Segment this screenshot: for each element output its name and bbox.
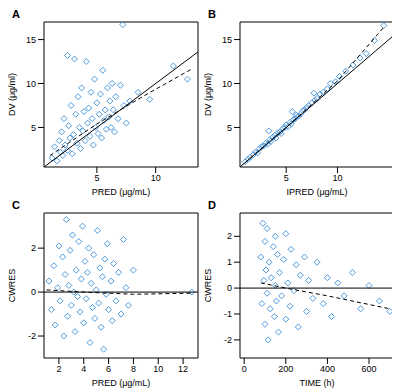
svg-text:CWRES: CWRES	[204, 269, 213, 303]
svg-text:6: 6	[106, 364, 111, 374]
svg-text:2: 2	[227, 231, 232, 241]
svg-text:DV (μg/ml): DV (μg/ml)	[204, 73, 213, 116]
svg-text:10: 10	[151, 173, 161, 183]
svg-text:15: 15	[222, 35, 232, 45]
svg-text:5: 5	[284, 173, 289, 183]
svg-text:5: 5	[31, 123, 36, 133]
svg-text:8: 8	[131, 364, 136, 374]
svg-text:5: 5	[227, 123, 232, 133]
svg-text:10: 10	[153, 364, 163, 374]
svg-text:CWRES: CWRES	[8, 269, 17, 303]
svg-text:-2: -2	[224, 335, 232, 345]
svg-text:4: 4	[81, 364, 86, 374]
html-text:A: A	[12, 8, 20, 20]
svg-text:200: 200	[278, 364, 293, 374]
svg-text:400: 400	[320, 364, 335, 374]
html-text:B: B	[208, 8, 216, 20]
svg-text:PRED (μg/mL): PRED (μg/mL)	[92, 187, 151, 197]
svg-text:0: 0	[31, 287, 36, 297]
html-text:C: C	[12, 199, 20, 211]
svg-text:10: 10	[333, 173, 343, 183]
svg-text:TIME (h): TIME (h)	[300, 378, 335, 388]
svg-text:5: 5	[94, 173, 99, 183]
svg-text:2: 2	[31, 243, 36, 253]
svg-text:0: 0	[227, 283, 232, 293]
svg-text:0: 0	[242, 364, 247, 374]
html-text:D: D	[208, 199, 216, 211]
svg-text:-2: -2	[28, 331, 36, 341]
svg-text:600: 600	[362, 364, 377, 374]
svg-text:DV (μg/ml): DV (μg/ml)	[8, 73, 17, 116]
svg-text:-1: -1	[224, 309, 232, 319]
svg-text:15: 15	[26, 35, 36, 45]
svg-text:PRED (μg/mL): PRED (μg/mL)	[92, 378, 151, 388]
svg-text:10: 10	[26, 79, 36, 89]
svg-text:1: 1	[227, 257, 232, 267]
svg-text:12: 12	[178, 364, 188, 374]
svg-text:10: 10	[222, 79, 232, 89]
svg-text:2: 2	[56, 364, 61, 374]
svg-text:IPRED (μg/mL): IPRED (μg/mL)	[286, 187, 347, 197]
